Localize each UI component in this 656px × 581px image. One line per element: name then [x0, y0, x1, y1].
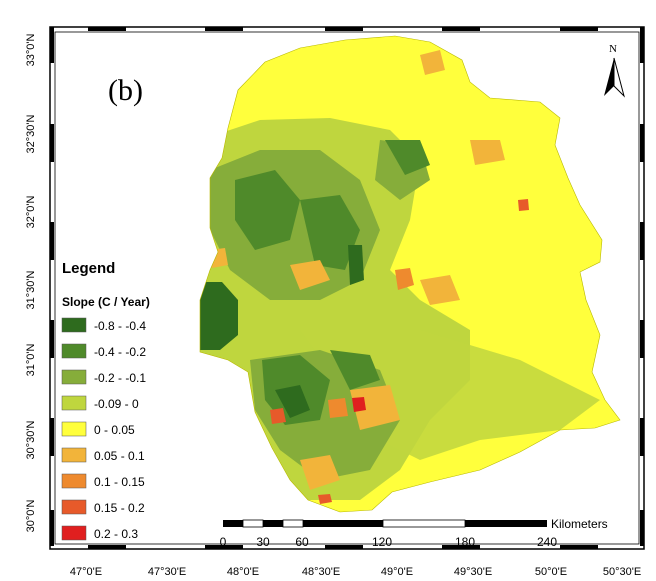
- legend-subtitle: Slope (C / Year): [62, 295, 150, 309]
- legend-title: Legend: [62, 260, 115, 277]
- scale-tick: 240: [537, 535, 557, 549]
- lon-label: 48°0'E: [227, 566, 259, 578]
- scale-tick: 0: [220, 535, 227, 549]
- lat-label: 30°0'N: [25, 500, 37, 533]
- lat-label: 31°30'N: [25, 270, 37, 309]
- scale-unit: Kilometers: [551, 517, 608, 531]
- legend-item-label: 0.05 - 0.1: [94, 449, 145, 463]
- lon-label: 47°30'E: [148, 566, 186, 578]
- legend-item-label: 0.2 - 0.3: [94, 527, 138, 541]
- lon-label: 50°0'E: [535, 566, 567, 578]
- legend-item-label: -0.4 - -0.2: [94, 345, 146, 359]
- scale-tick: 30: [256, 535, 270, 549]
- lat-label: 31°0'N: [25, 344, 37, 377]
- north-label: N: [609, 43, 617, 55]
- legend-swatch: [61, 369, 87, 385]
- north-arrow-icon: [604, 57, 625, 98]
- legend-items: -0.8 - -0.4 -0.4 - -0.2 -0.2 - -0.1 -0.09 -…: [61, 317, 146, 541]
- scale-tick: 120: [372, 535, 392, 549]
- lon-label: 50°30'E: [603, 566, 641, 578]
- scale-tick: 60: [295, 535, 309, 549]
- legend-item-label: 0 - 0.05: [94, 423, 135, 437]
- slope-raster: [200, 36, 620, 512]
- lon-label: 47°0'E: [70, 566, 102, 578]
- scale-bar: Kilometers 0 30 60 120 180 240: [220, 517, 608, 549]
- legend-swatch: [61, 317, 87, 333]
- legend-swatch: [61, 525, 87, 541]
- legend-item-label: -0.2 - -0.1: [94, 371, 146, 385]
- lat-label: 33°0'N: [25, 34, 37, 67]
- longitude-labels: 47°0'E 47°30'E 48°0'E 48°30'E 49°0'E 49°…: [70, 566, 641, 578]
- scale-tick: 180: [455, 535, 475, 549]
- lon-label: 48°30'E: [302, 566, 340, 578]
- legend-swatch: [61, 395, 87, 411]
- legend-item-label: -0.09 - 0: [94, 397, 139, 411]
- legend-swatch: [61, 421, 87, 437]
- legend-item-label: -0.8 - -0.4: [94, 319, 146, 333]
- lat-label: 32°30'N: [25, 114, 37, 153]
- legend: Legend Slope (C / Year) -0.8 - -0.4 -0.4 …: [61, 260, 150, 541]
- lon-label: 49°30'E: [454, 566, 492, 578]
- lat-label: 30°30'N: [25, 420, 37, 459]
- lat-label: 32°0'N: [25, 196, 37, 229]
- panel-label: (b): [108, 74, 143, 107]
- legend-swatch: [61, 343, 87, 359]
- legend-swatch: [61, 447, 87, 463]
- legend-swatch: [61, 473, 87, 489]
- legend-item-label: 0.15 - 0.2: [94, 501, 145, 515]
- legend-swatch: [61, 499, 87, 515]
- frame-ticks: [50, 27, 644, 549]
- legend-item-label: 0.1 - 0.15: [94, 475, 145, 489]
- latitude-labels: 33°0'N 32°30'N 32°0'N 31°30'N 31°0'N 30°…: [25, 34, 37, 533]
- lon-label: 49°0'E: [381, 566, 413, 578]
